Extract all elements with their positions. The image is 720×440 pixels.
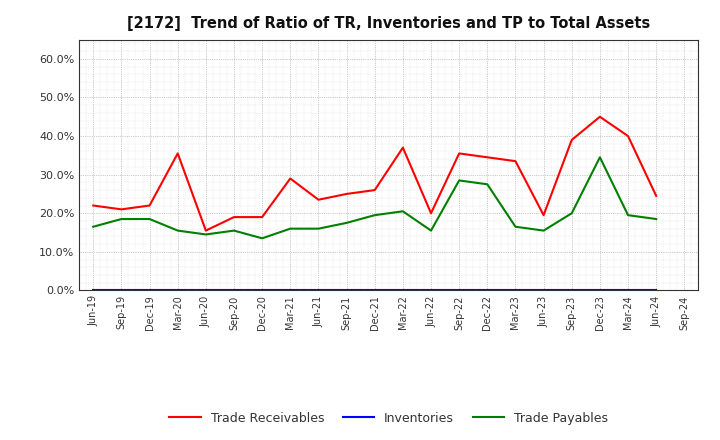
Trade Receivables <box>455 151 464 156</box>
Trade Receivables <box>427 211 436 216</box>
Inventories <box>342 287 351 293</box>
Trade Payables <box>455 178 464 183</box>
Trade Payables <box>258 236 266 241</box>
Inventories <box>314 287 323 293</box>
Inventories <box>567 287 576 293</box>
Inventories <box>483 287 492 293</box>
Trade Payables <box>314 226 323 231</box>
Trade Receivables <box>399 145 408 150</box>
Inventories <box>145 287 154 293</box>
Trade Receivables <box>624 133 632 139</box>
Inventories <box>89 287 98 293</box>
Line: Trade Receivables: Trade Receivables <box>94 117 656 231</box>
Inventories <box>455 287 464 293</box>
Trade Receivables <box>567 137 576 143</box>
Inventories <box>652 287 660 293</box>
Trade Receivables <box>117 207 126 212</box>
Title: [2172]  Trend of Ratio of TR, Inventories and TP to Total Assets: [2172] Trend of Ratio of TR, Inventories… <box>127 16 650 32</box>
Trade Payables <box>174 228 182 233</box>
Trade Payables <box>230 228 238 233</box>
Trade Payables <box>539 228 548 233</box>
Trade Receivables <box>286 176 294 181</box>
Trade Payables <box>89 224 98 229</box>
Trade Payables <box>652 216 660 222</box>
Inventories <box>399 287 408 293</box>
Inventories <box>624 287 632 293</box>
Trade Payables <box>370 213 379 218</box>
Inventories <box>202 287 210 293</box>
Inventories <box>539 287 548 293</box>
Trade Receivables <box>652 193 660 198</box>
Trade Receivables <box>370 187 379 193</box>
Trade Payables <box>567 211 576 216</box>
Inventories <box>230 287 238 293</box>
Trade Receivables <box>511 158 520 164</box>
Legend: Trade Receivables, Inventories, Trade Payables: Trade Receivables, Inventories, Trade Pa… <box>164 407 613 429</box>
Trade Receivables <box>539 213 548 218</box>
Inventories <box>370 287 379 293</box>
Trade Payables <box>511 224 520 229</box>
Trade Receivables <box>342 191 351 197</box>
Trade Receivables <box>483 154 492 160</box>
Trade Payables <box>595 154 604 160</box>
Trade Payables <box>145 216 154 222</box>
Trade Payables <box>399 209 408 214</box>
Trade Receivables <box>314 197 323 202</box>
Trade Receivables <box>230 214 238 220</box>
Line: Trade Payables: Trade Payables <box>94 157 656 238</box>
Inventories <box>286 287 294 293</box>
Trade Receivables <box>595 114 604 119</box>
Inventories <box>174 287 182 293</box>
Trade Payables <box>286 226 294 231</box>
Trade Payables <box>427 228 436 233</box>
Inventories <box>117 287 126 293</box>
Inventories <box>258 287 266 293</box>
Trade Payables <box>117 216 126 222</box>
Trade Payables <box>483 182 492 187</box>
Trade Receivables <box>258 214 266 220</box>
Trade Receivables <box>145 203 154 208</box>
Trade Receivables <box>174 151 182 156</box>
Trade Receivables <box>89 203 98 208</box>
Trade Payables <box>342 220 351 226</box>
Inventories <box>511 287 520 293</box>
Trade Payables <box>624 213 632 218</box>
Inventories <box>595 287 604 293</box>
Trade Receivables <box>202 228 210 233</box>
Inventories <box>427 287 436 293</box>
Trade Payables <box>202 232 210 237</box>
